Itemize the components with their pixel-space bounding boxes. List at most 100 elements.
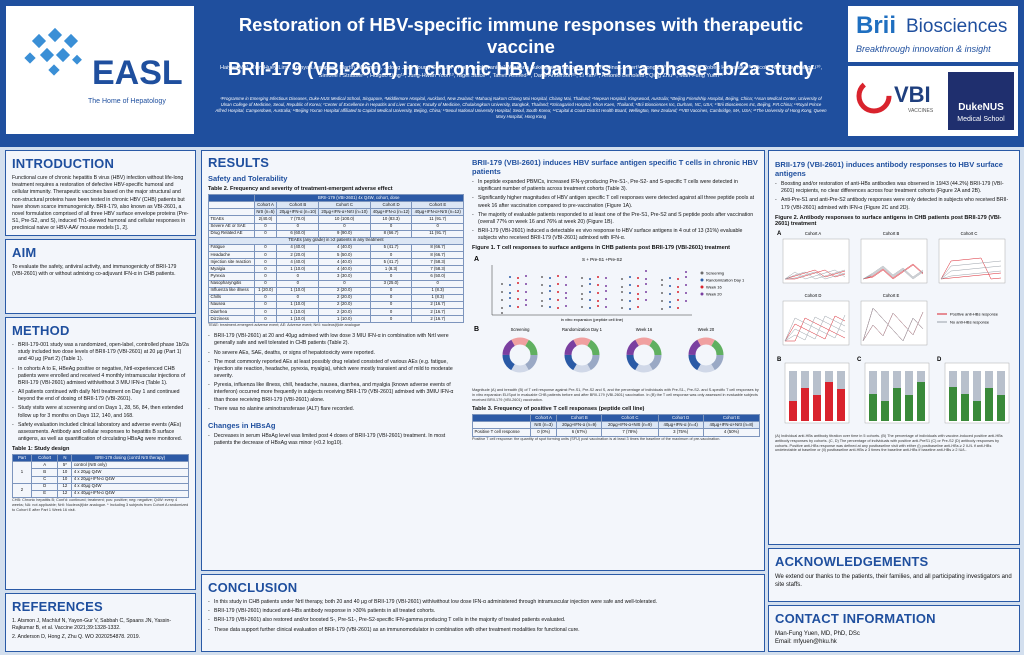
- point: [501, 307, 503, 310]
- point: [685, 292, 687, 295]
- point: [541, 300, 543, 303]
- point: [629, 308, 631, 311]
- table-cell: C: [30, 475, 59, 484]
- point: [557, 291, 559, 294]
- table-cell: 1 (20.0): [253, 286, 278, 295]
- table-row: Cohort A Cohort B Cohort C Cohort D Cohort E: [472, 414, 761, 423]
- point: [629, 300, 631, 303]
- point: [685, 271, 687, 274]
- bar-fg: [813, 394, 821, 421]
- point: [629, 284, 631, 287]
- table-cell: 1 (10.0): [276, 315, 320, 324]
- point: [677, 299, 679, 302]
- donut-title: Screening: [511, 327, 531, 332]
- table-row: Nausea 0 1 (10.0) 2 (20.0) 0 2 (16.7): [208, 300, 464, 310]
- bar-fg: [997, 394, 1005, 421]
- point: [557, 307, 559, 310]
- table-cell: 0: [276, 293, 320, 302]
- brii-sub: Biosciences: [906, 16, 1008, 37]
- bullet-list: Boosting and/or restoration of anti-HBs …: [775, 181, 1013, 212]
- table-cell: Positive T cell response: [472, 428, 531, 437]
- table-cell: 4 (50%): [702, 428, 761, 437]
- panel-label: C: [857, 357, 862, 363]
- table-cell: Drug Related AE: [208, 229, 255, 238]
- point: [525, 275, 527, 278]
- point: [509, 305, 511, 308]
- affiliations: ¹Programme in Emerging Infectious Diseas…: [215, 96, 827, 120]
- table-row: Chills 0 0 2 (20.0) 0 1 (8.3): [208, 293, 464, 302]
- bar-fg: [985, 387, 993, 421]
- table-row: BRII-179 (VBI-2601) 4x Q4W, cohort, dose: [208, 193, 465, 203]
- bar-fg: [881, 400, 889, 421]
- donut-segment: [564, 337, 600, 373]
- table-row: E 12 4 x 40µg+IFN-α Q4W: [13, 489, 189, 498]
- title: Restoration of HBV-specific immune respo…: [206, 14, 836, 79]
- paragraph: We extend our thanks to the patients, th…: [775, 574, 1012, 589]
- point: [501, 299, 503, 302]
- figure: A S + Pre-S1 +Pre-S2 in vitro expansion (p…: [474, 256, 745, 373]
- subheading: BRII-179 (VBI-2601) induces antibody res…: [775, 160, 1003, 178]
- point: [645, 283, 647, 286]
- table-cell: 3 (75%): [657, 428, 704, 437]
- results: RESULTS Safety and Tolerability Table 2.…: [201, 150, 765, 571]
- table-cell: 5 (41.7): [369, 258, 413, 267]
- subheading: Changes in HBsAg: [208, 420, 276, 430]
- authors: Haiyan Ma¹, Tien Huey Lim², Apinya Leera…: [219, 65, 823, 80]
- table-row: Influenza like illness 1 (20.0) 1 (10.0) 2 …: [208, 286, 464, 295]
- bar-bg: [973, 370, 981, 421]
- title-line: Restoration of HBV-specific immune respo…: [238, 14, 804, 57]
- table-cell: Cohort A: [253, 201, 278, 210]
- subheading: BRII-179 (VBI-2601) induces HBV surface …: [472, 158, 758, 176]
- table-cell: 0: [369, 315, 413, 324]
- table-cell: 0: [411, 279, 464, 288]
- table-cell: 2 (20.0): [276, 250, 320, 260]
- table-cell: 1 (10.0): [276, 300, 320, 310]
- table: Cohort A Cohort B Cohort C Cohort D Cohort E…: [472, 414, 761, 437]
- table-cell: [208, 208, 255, 217]
- panel-title: Cohort D: [805, 293, 822, 298]
- point: [677, 286, 679, 289]
- list-item: BRII-179 (VBI-2601) also restored and/or…: [208, 617, 758, 624]
- donut-segment: [626, 337, 662, 373]
- list-item: There was no alanine aminotransferase (A…: [208, 406, 464, 413]
- references: REFERENCES 1. Atsmon J, Machluf N, Yayon…: [5, 593, 196, 652]
- point: [517, 290, 519, 293]
- table-cell: control (NrtI only): [71, 461, 189, 470]
- list-item: No severe AEs, SAE, deaths, or signs of …: [208, 350, 464, 357]
- table-cell: 5 (41.7): [369, 243, 413, 253]
- table-row: Headache 0 2 (20.0) 5 (50.0) 0 8 (66.7): [208, 250, 464, 260]
- table-cell: 2 (20.0): [318, 300, 371, 310]
- table-cell: Nasopharyngitis: [208, 279, 255, 288]
- table-cell: 2: [12, 482, 32, 498]
- table-row: TEAEs (any grade) in ≥2 patients in any …: [208, 236, 464, 245]
- point: [581, 277, 583, 280]
- table-row: Myalgia 0 1 (10.0) 4 (40.0) 1 (8.3) 7 (58.3): [208, 265, 464, 274]
- point: [549, 285, 551, 288]
- legend-label: Screening: [706, 271, 724, 276]
- point: [565, 284, 567, 287]
- table-cell: 0: [253, 300, 278, 310]
- table-cell: Injection site reaction: [208, 258, 255, 267]
- table-cell: 20µg+IFN-α (n=9): [556, 421, 603, 430]
- table-cell: 11 (91.7): [411, 215, 464, 224]
- list-item: 1. Atsmon J, Machluf N, Yayon-Gur V, Sab…: [12, 618, 172, 632]
- bar-fg: [837, 388, 845, 421]
- trajectory: [862, 307, 924, 342]
- point: [525, 304, 527, 307]
- point: [605, 285, 607, 288]
- point: [669, 277, 671, 280]
- trajectory: [940, 270, 1002, 279]
- table-cell: 0: [369, 222, 413, 231]
- table-cell: 1 (8.3): [411, 286, 464, 295]
- bullet-list: Decreases in serum HBsAg level was limit…: [208, 433, 464, 447]
- table-cell: 6 (60.0): [276, 229, 320, 238]
- point: [629, 292, 631, 295]
- point: [525, 291, 527, 294]
- table-cell: NrtI (n=5): [253, 208, 278, 217]
- table-cell: 1 (10.0): [276, 265, 320, 274]
- easl-tagline: The Home of Hepatology: [88, 98, 166, 105]
- point: [581, 306, 583, 309]
- table: Part Cohort N BRII-179 dosing (cont'd NrtI …: [12, 454, 189, 498]
- table-cell: 40µg+IFN-α+NrtI (n=12): [411, 208, 464, 217]
